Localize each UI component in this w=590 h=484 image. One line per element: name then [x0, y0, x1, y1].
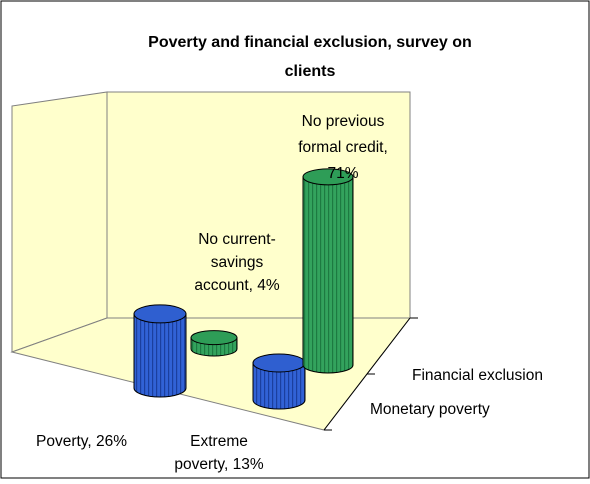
data-label-line: account, 4% — [194, 277, 280, 294]
bar-top — [133, 304, 187, 324]
bar-top — [252, 353, 306, 373]
data-label-line: Poverty, 26% — [36, 433, 127, 450]
data-label-poverty: Poverty, 26% — [36, 433, 127, 450]
bar-body — [133, 313, 187, 398]
data-label-line: Extreme — [190, 433, 248, 450]
bar-no-current-savings-account — [190, 330, 238, 357]
data-label-extreme-poverty: Extreme poverty, 13% — [174, 433, 264, 473]
depth-label-financial-exclusion: Financial exclusion — [412, 367, 543, 384]
data-label-line: savings — [211, 254, 264, 271]
data-label-line: No current- — [198, 231, 276, 248]
data-label-line: No previous — [302, 113, 385, 130]
bar-no-previous-formal-credit — [302, 168, 354, 374]
bars-group — [133, 168, 354, 410]
data-label-no-current-savings-account: No current-savings account, 4% — [194, 231, 280, 294]
chart-title-line-1: Poverty and financial exclusion, survey … — [148, 34, 472, 51]
bar-extreme-poverty — [252, 353, 306, 410]
bar-body — [302, 176, 354, 374]
depth-label-monetary-poverty: Monetary poverty — [370, 401, 490, 418]
bar-top — [302, 168, 354, 186]
bar-body — [252, 362, 306, 410]
data-label-line: formal credit, — [298, 139, 388, 156]
data-label-no-previous-formal-credit: No previous formal credit, 71% — [298, 113, 388, 182]
data-label-line: poverty, 13% — [174, 456, 264, 473]
bar-top — [190, 330, 238, 346]
chart-title-line-2: clients — [285, 63, 336, 80]
bar-poverty — [133, 304, 187, 398]
left-wall — [11, 91, 108, 353]
data-label-line: 71% — [327, 165, 358, 182]
data-labels-group: Poverty, 26% No current-savings account, 4… — [36, 113, 388, 473]
